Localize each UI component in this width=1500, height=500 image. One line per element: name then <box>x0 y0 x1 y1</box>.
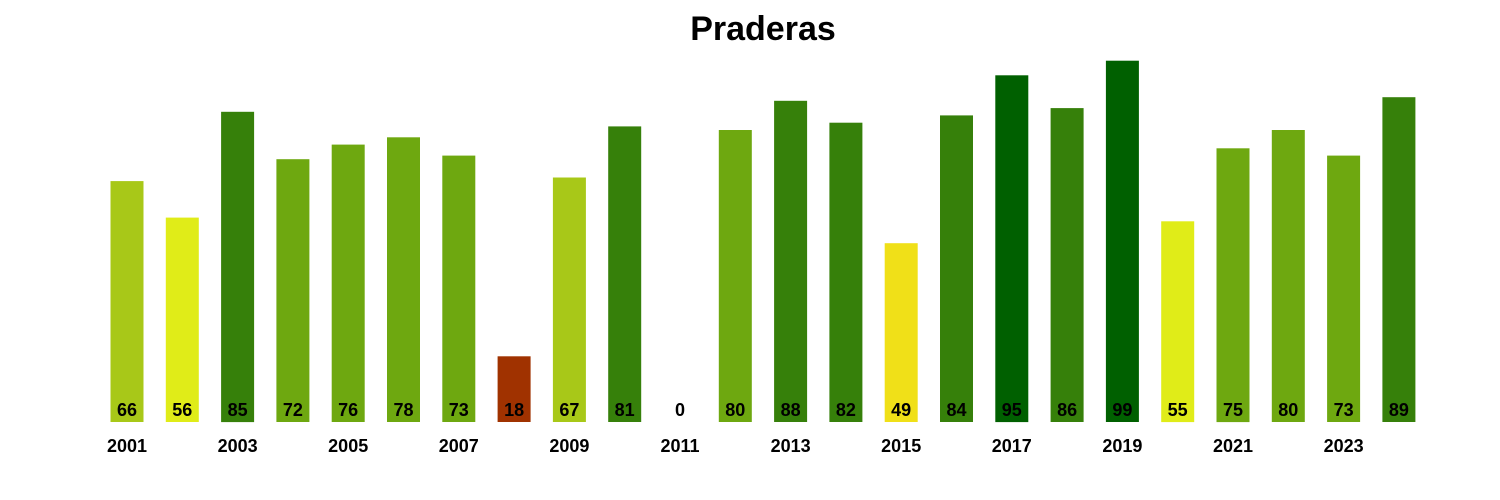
bar-2008 <box>497 356 531 422</box>
value-label-2006: 78 <box>393 400 413 420</box>
value-label-2002: 56 <box>172 400 192 420</box>
x-tick-label-2009: 2009 <box>549 436 589 456</box>
bar-2017 <box>995 75 1029 423</box>
value-label-2016: 84 <box>946 400 966 420</box>
value-label-2003: 85 <box>228 400 248 420</box>
bar-2024 <box>1382 97 1416 422</box>
bar-2015 <box>884 243 918 422</box>
bar-2003 <box>221 111 255 423</box>
value-label-2021: 75 <box>1223 400 1243 420</box>
x-tick-label-2013: 2013 <box>771 436 811 456</box>
bar-2001 <box>110 181 144 422</box>
bar-2004 <box>276 159 310 422</box>
x-tick-label-2015: 2015 <box>881 436 921 456</box>
x-tick-label-2021: 2021 <box>1213 436 1253 456</box>
bar-2002 <box>165 217 199 422</box>
x-tick-label-2005: 2005 <box>328 436 368 456</box>
value-label-2005: 76 <box>338 400 358 420</box>
bar-2013 <box>774 100 808 423</box>
x-tick-label-2007: 2007 <box>439 436 479 456</box>
bar-2009 <box>552 177 586 422</box>
bar-2019 <box>1105 60 1139 422</box>
value-label-2011: 0 <box>675 400 685 420</box>
bar-2010 <box>608 126 642 423</box>
bar-2021 <box>1216 148 1250 423</box>
bar-2014 <box>829 122 863 422</box>
value-label-2015: 49 <box>891 400 911 420</box>
value-label-2013: 88 <box>781 400 801 420</box>
x-tick-label-2017: 2017 <box>992 436 1032 456</box>
value-label-2017: 95 <box>1002 400 1022 420</box>
value-label-2012: 80 <box>725 400 745 420</box>
value-label-2014: 82 <box>836 400 856 420</box>
bar-2007 <box>442 155 476 422</box>
value-label-2020: 55 <box>1168 400 1188 420</box>
value-label-2018: 86 <box>1057 400 1077 420</box>
value-label-2001: 66 <box>117 400 137 420</box>
bar-2006 <box>387 137 420 423</box>
value-label-2023: 73 <box>1334 400 1354 420</box>
bar-2018 <box>1050 108 1084 422</box>
value-label-2010: 81 <box>615 400 635 420</box>
bar-2005 <box>331 144 365 422</box>
value-label-2009: 67 <box>559 400 579 420</box>
x-tick-label-2019: 2019 <box>1102 436 1142 456</box>
bar-2016 <box>940 115 973 423</box>
bar-2023 <box>1327 155 1361 422</box>
value-label-2008: 18 <box>504 400 524 420</box>
value-label-2022: 80 <box>1278 400 1298 420</box>
x-tick-label-2023: 2023 <box>1324 436 1364 456</box>
value-label-2024: 89 <box>1389 400 1409 420</box>
bar-2012 <box>718 130 752 422</box>
x-tick-label-2003: 2003 <box>218 436 258 456</box>
bar-2022 <box>1271 130 1305 422</box>
value-label-2007: 73 <box>449 400 469 420</box>
chart-title: Praderas <box>690 10 836 48</box>
x-tick-label-2011: 2011 <box>660 436 699 456</box>
bar-2020 <box>1161 221 1195 423</box>
value-label-2004: 72 <box>283 400 303 420</box>
x-tick-label-2001: 2001 <box>107 436 147 456</box>
value-label-2019: 99 <box>1112 400 1132 420</box>
